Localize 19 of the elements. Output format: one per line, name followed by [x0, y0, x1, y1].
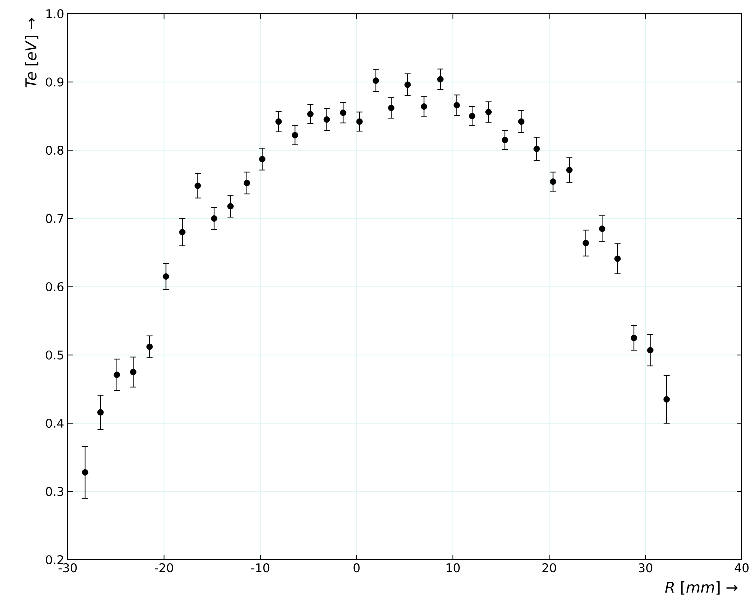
y-tick-label: 0.8: [46, 146, 64, 155]
y-tick-label: 0.6: [46, 282, 64, 292]
y-tick-label: 0.7: [46, 214, 64, 224]
y-tick-label: 0.2: [46, 555, 64, 564]
y-tick-label: 0.5: [46, 350, 64, 360]
x-tick-label: 10: [446, 563, 460, 572]
y-tick-label: 0.4: [46, 418, 64, 428]
x-tick-label: 0: [354, 563, 360, 572]
x-tick-label: -20: [155, 563, 174, 572]
x-tick-label: 40: [734, 563, 749, 572]
y-tick-label: 0.3: [46, 487, 64, 496]
y-tick-label: 0.9: [46, 78, 64, 87]
x-tick-label: 20: [542, 563, 556, 572]
y-axis-title: Te [eV] →: [25, 18, 39, 88]
x-tick-label: 30: [639, 563, 653, 572]
y-tick-label: 1.0: [46, 9, 64, 18]
x-tick-label: -10: [251, 563, 270, 572]
x-axis-title: R [mm] →: [665, 581, 738, 595]
x-tick-label: -30: [58, 563, 78, 572]
